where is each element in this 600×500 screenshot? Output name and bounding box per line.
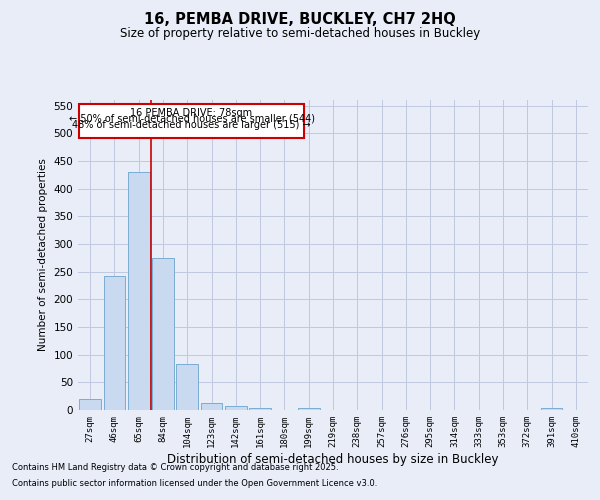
Bar: [152, 258, 174, 410]
Bar: [225, 406, 247, 410]
Bar: [128, 172, 149, 410]
Bar: [200, 403, 223, 410]
Text: 16, PEMBA DRIVE, BUCKLEY, CH7 2HQ: 16, PEMBA DRIVE, BUCKLEY, CH7 2HQ: [144, 12, 456, 28]
X-axis label: Distribution of semi-detached houses by size in Buckley: Distribution of semi-detached houses by …: [167, 452, 499, 466]
Bar: [541, 408, 562, 410]
Text: Contains public sector information licensed under the Open Government Licence v3: Contains public sector information licen…: [12, 478, 377, 488]
Text: 48% of semi-detached houses are larger (515) →: 48% of semi-detached houses are larger (…: [72, 120, 311, 130]
FancyBboxPatch shape: [79, 104, 304, 138]
Y-axis label: Number of semi-detached properties: Number of semi-detached properties: [38, 158, 48, 352]
Text: 16 PEMBA DRIVE: 78sqm: 16 PEMBA DRIVE: 78sqm: [130, 108, 253, 118]
Text: Size of property relative to semi-detached houses in Buckley: Size of property relative to semi-detach…: [120, 28, 480, 40]
Bar: [104, 276, 125, 410]
Text: Contains HM Land Registry data © Crown copyright and database right 2025.: Contains HM Land Registry data © Crown c…: [12, 464, 338, 472]
Bar: [176, 364, 198, 410]
Bar: [298, 408, 320, 410]
Text: ← 50% of semi-detached houses are smaller (544): ← 50% of semi-detached houses are smalle…: [68, 114, 314, 124]
Bar: [79, 399, 101, 410]
Bar: [249, 408, 271, 410]
